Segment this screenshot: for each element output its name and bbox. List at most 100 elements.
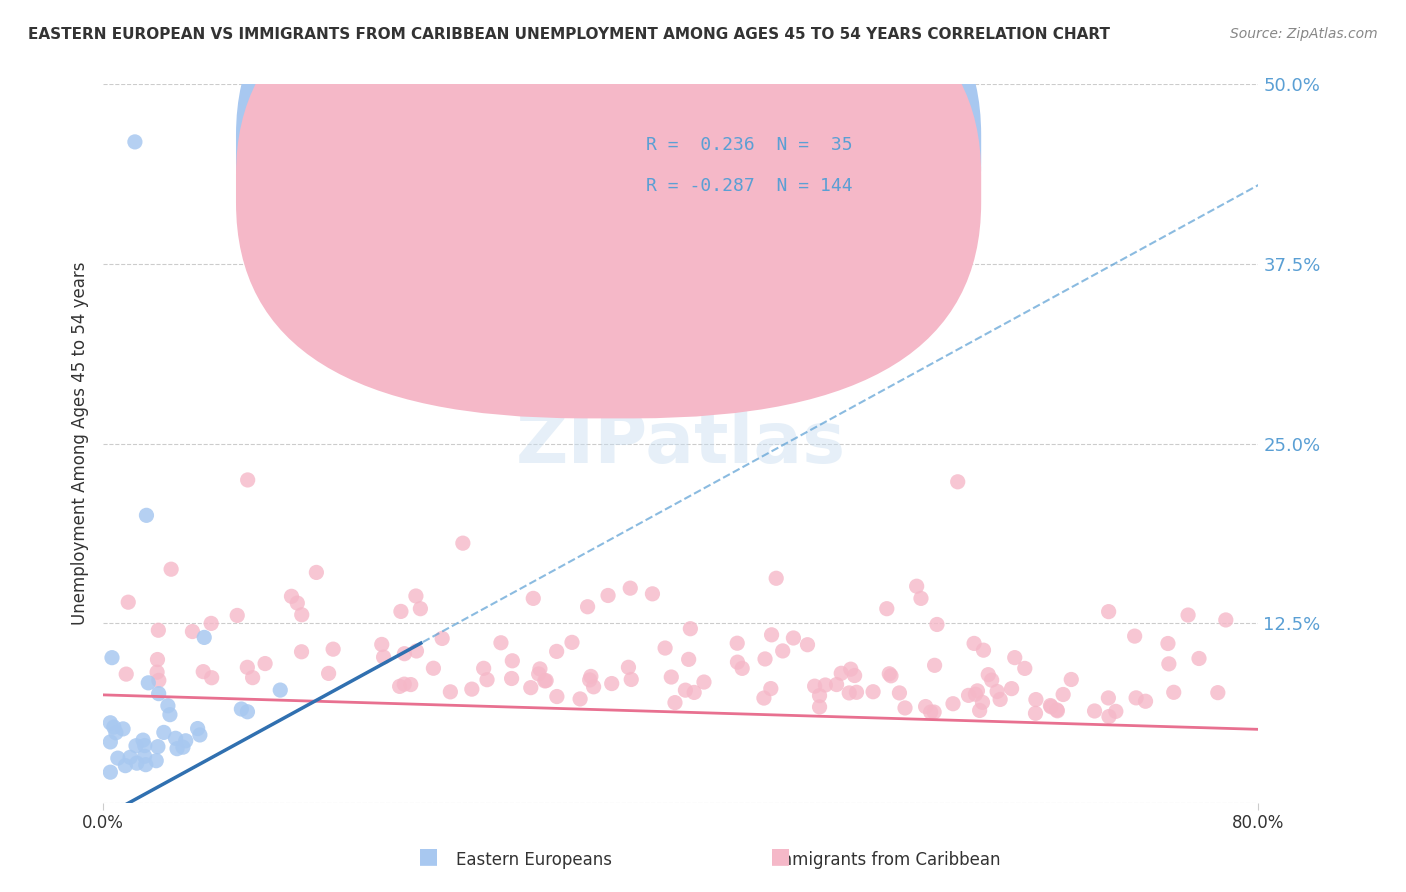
Immigrants from Caribbean xyxy=(430,632,453,646)
Immigrants from Caribbean xyxy=(922,705,945,719)
Immigrants from Caribbean xyxy=(905,579,928,593)
Immigrants from Caribbean xyxy=(620,673,643,687)
Immigrants from Caribbean xyxy=(305,566,328,580)
Immigrants from Caribbean xyxy=(399,677,422,691)
Immigrants from Caribbean xyxy=(754,652,776,666)
Immigrants from Caribbean xyxy=(373,650,395,665)
Immigrants from Caribbean xyxy=(291,607,314,622)
Immigrants from Caribbean xyxy=(972,695,994,709)
Immigrants from Caribbean xyxy=(969,703,991,717)
Immigrants from Caribbean xyxy=(1060,673,1083,687)
Immigrants from Caribbean xyxy=(146,665,169,680)
Immigrants from Caribbean xyxy=(772,644,794,658)
Immigrants from Caribbean xyxy=(1163,685,1185,699)
Immigrants from Caribbean xyxy=(1177,608,1199,623)
Immigrants from Caribbean xyxy=(226,608,249,623)
Eastern Europeans xyxy=(107,751,129,765)
Immigrants from Caribbean xyxy=(1135,694,1157,708)
Eastern Europeans xyxy=(135,757,157,772)
Eastern Europeans xyxy=(101,650,124,665)
Immigrants from Caribbean xyxy=(422,661,444,675)
Immigrants from Caribbean xyxy=(451,536,474,550)
Eastern Europeans xyxy=(159,707,181,722)
Eastern Europeans xyxy=(269,683,291,698)
Immigrants from Caribbean xyxy=(596,589,619,603)
Immigrants from Caribbean xyxy=(889,686,911,700)
Immigrants from Caribbean xyxy=(1004,650,1026,665)
Immigrants from Caribbean xyxy=(290,645,312,659)
Immigrants from Caribbean xyxy=(1000,681,1022,696)
Immigrants from Caribbean xyxy=(673,683,696,698)
Immigrants from Caribbean xyxy=(725,636,748,650)
Immigrants from Caribbean xyxy=(963,636,986,650)
Immigrants from Caribbean xyxy=(617,660,640,674)
Eastern Europeans xyxy=(124,135,146,149)
Immigrants from Caribbean xyxy=(160,562,183,576)
Text: ZIPatlas: ZIPatlas xyxy=(516,409,846,478)
Eastern Europeans xyxy=(153,725,176,739)
Immigrants from Caribbean xyxy=(814,678,837,692)
Immigrants from Caribbean xyxy=(1125,690,1147,705)
Eastern Europeans xyxy=(236,705,259,719)
Eastern Europeans xyxy=(114,758,136,772)
Immigrants from Caribbean xyxy=(966,684,988,698)
Immigrants from Caribbean xyxy=(924,658,946,673)
Y-axis label: Unemployment Among Ages 45 to 54 years: Unemployment Among Ages 45 to 54 years xyxy=(72,261,89,625)
Immigrants from Caribbean xyxy=(520,681,543,695)
Eastern Europeans xyxy=(104,725,127,739)
Immigrants from Caribbean xyxy=(782,631,804,645)
Immigrants from Caribbean xyxy=(117,595,139,609)
Immigrants from Caribbean xyxy=(201,671,224,685)
Immigrants from Caribbean xyxy=(388,679,411,693)
Immigrants from Caribbean xyxy=(972,643,994,657)
Immigrants from Caribbean xyxy=(920,705,942,719)
Immigrants from Caribbean xyxy=(146,652,169,666)
Immigrants from Caribbean xyxy=(839,662,862,676)
Immigrants from Caribbean xyxy=(1105,705,1128,719)
Immigrants from Caribbean xyxy=(752,691,775,706)
Immigrants from Caribbean xyxy=(808,689,831,703)
Eastern Europeans xyxy=(187,722,209,736)
Immigrants from Caribbean xyxy=(880,669,903,683)
Immigrants from Caribbean xyxy=(579,669,602,683)
Immigrants from Caribbean xyxy=(679,622,702,636)
Eastern Europeans xyxy=(146,739,169,754)
Immigrants from Caribbean xyxy=(236,660,259,674)
Eastern Europeans xyxy=(136,676,159,690)
Immigrants from Caribbean xyxy=(569,692,592,706)
Immigrants from Caribbean xyxy=(1025,692,1047,706)
Immigrants from Caribbean xyxy=(322,642,344,657)
Eastern Europeans xyxy=(148,687,170,701)
Eastern Europeans xyxy=(125,756,148,771)
Eastern Europeans xyxy=(98,765,121,780)
Eastern Europeans xyxy=(125,739,148,753)
Immigrants from Caribbean xyxy=(522,591,544,606)
Eastern Europeans xyxy=(98,735,121,749)
Immigrants from Caribbean xyxy=(659,670,682,684)
Immigrants from Caribbean xyxy=(986,684,1008,698)
Immigrants from Caribbean xyxy=(914,699,936,714)
Eastern Europeans xyxy=(134,739,156,753)
Eastern Europeans xyxy=(174,733,197,747)
Immigrants from Caribbean xyxy=(803,679,825,693)
Immigrants from Caribbean xyxy=(977,667,1000,681)
Eastern Europeans xyxy=(134,749,156,764)
Immigrants from Caribbean xyxy=(475,673,498,687)
Eastern Europeans xyxy=(132,733,155,747)
Text: Immigrants from Caribbean: Immigrants from Caribbean xyxy=(770,851,1001,869)
FancyBboxPatch shape xyxy=(236,0,981,379)
Eastern Europeans xyxy=(231,702,253,716)
Immigrants from Caribbean xyxy=(825,677,848,691)
Immigrants from Caribbean xyxy=(761,628,783,642)
Immigrants from Caribbean xyxy=(619,581,641,595)
Immigrants from Caribbean xyxy=(759,681,782,696)
Immigrants from Caribbean xyxy=(830,666,852,681)
Immigrants from Caribbean xyxy=(1014,661,1036,675)
Text: Eastern Europeans: Eastern Europeans xyxy=(457,851,612,869)
Immigrants from Caribbean xyxy=(318,666,340,681)
Immigrants from Caribbean xyxy=(731,661,754,675)
Immigrants from Caribbean xyxy=(946,475,969,489)
Immigrants from Caribbean xyxy=(693,675,716,690)
Immigrants from Caribbean xyxy=(501,654,523,668)
FancyBboxPatch shape xyxy=(565,124,866,235)
